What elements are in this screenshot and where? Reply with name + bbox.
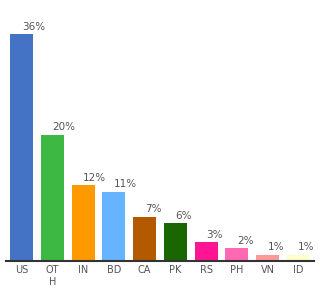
Text: 12%: 12% bbox=[83, 173, 106, 183]
Text: 3%: 3% bbox=[206, 230, 223, 240]
Bar bbox=[41, 135, 64, 261]
Bar bbox=[133, 217, 156, 261]
Text: 20%: 20% bbox=[52, 122, 76, 133]
Text: 11%: 11% bbox=[114, 179, 137, 189]
Text: 6%: 6% bbox=[175, 211, 192, 221]
Bar bbox=[164, 223, 187, 261]
Bar bbox=[225, 248, 248, 261]
Text: 1%: 1% bbox=[298, 242, 315, 252]
Bar bbox=[102, 192, 125, 261]
Bar bbox=[10, 34, 33, 261]
Text: 2%: 2% bbox=[237, 236, 253, 246]
Bar bbox=[195, 242, 218, 261]
Bar bbox=[287, 255, 310, 261]
Text: 36%: 36% bbox=[22, 22, 45, 32]
Text: 7%: 7% bbox=[145, 204, 161, 214]
Bar bbox=[256, 255, 279, 261]
Text: 1%: 1% bbox=[268, 242, 284, 252]
Bar bbox=[72, 185, 95, 261]
